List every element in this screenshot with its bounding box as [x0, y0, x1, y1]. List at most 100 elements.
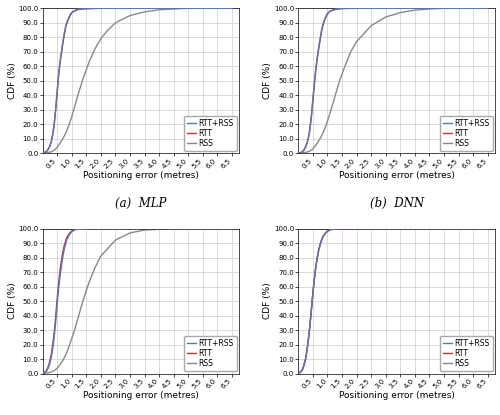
RTT+RSS [51, 122, 57, 127]
RTT [354, 226, 360, 231]
RTT+RSS [330, 227, 336, 232]
RTT+RSS [318, 238, 324, 243]
RTT [66, 232, 71, 237]
RTT+RSS [83, 226, 89, 231]
RTT [301, 362, 307, 367]
RSS [314, 255, 320, 260]
RSS [80, 76, 86, 81]
RTT [330, 7, 336, 12]
RSS [185, 226, 191, 231]
RTT+RSS [89, 6, 95, 11]
RSS [66, 123, 71, 128]
RTT+RSS [56, 73, 62, 78]
RSS [170, 7, 176, 12]
RTT+RSS [63, 241, 69, 246]
RTT [72, 227, 78, 232]
RTT+RSS [336, 6, 342, 11]
RSS [330, 227, 336, 232]
RTT+RSS [46, 365, 52, 370]
RTT [302, 356, 308, 361]
RSS [412, 226, 418, 231]
RTT+RSS [51, 335, 57, 340]
RSS [142, 10, 148, 15]
RTT [51, 330, 57, 335]
RTT [318, 29, 324, 34]
RTT+RSS [83, 6, 89, 11]
RSS [312, 265, 318, 270]
RTT+RSS [72, 8, 78, 13]
RTT+RSS [54, 90, 60, 95]
RSS [298, 151, 304, 156]
RTT [83, 6, 89, 11]
RSS [368, 23, 374, 28]
RTT [300, 367, 306, 372]
RTT [339, 226, 345, 231]
RTT+RSS [318, 27, 324, 32]
RTT+RSS [64, 236, 70, 241]
RSS [301, 362, 307, 367]
RTT [42, 149, 48, 154]
RSS [318, 238, 324, 243]
Line: RTT+RSS: RTT+RSS [42, 229, 232, 374]
RTT [98, 226, 104, 231]
RTT [46, 364, 52, 369]
RTT [78, 226, 84, 231]
RTT+RSS [296, 151, 302, 156]
RTT+RSS [41, 150, 47, 155]
RTT+RSS [74, 7, 80, 12]
RTT+RSS [312, 67, 318, 72]
RSS [156, 227, 162, 232]
RSS [308, 307, 314, 312]
RTT+RSS [74, 227, 80, 232]
RTT [74, 227, 80, 232]
RTT+RSS [80, 6, 86, 11]
RSS [382, 15, 388, 20]
RSS [304, 149, 310, 154]
RTT+RSS [67, 231, 73, 236]
RSS [316, 139, 322, 144]
RTT+RSS [306, 135, 312, 140]
RTT+RSS [66, 15, 71, 20]
RTT [62, 32, 68, 37]
RTT+RSS [316, 45, 322, 50]
RSS [298, 369, 304, 374]
RTT [310, 98, 316, 103]
RSS [40, 371, 46, 376]
RSS [68, 336, 74, 341]
RTT+RSS [63, 23, 69, 28]
RTT+RSS [324, 229, 330, 234]
X-axis label: Positioning error (metres): Positioning error (metres) [83, 171, 199, 180]
RSS [441, 6, 447, 11]
RSS [324, 119, 330, 124]
RTT+RSS [57, 274, 63, 279]
RSS [185, 6, 191, 11]
RTT+RSS [310, 291, 316, 296]
RTT [78, 7, 84, 12]
RTT [304, 348, 310, 353]
RTT [70, 9, 76, 14]
RTT [58, 51, 64, 56]
RTT+RSS [80, 226, 86, 231]
RSS [41, 371, 47, 376]
Line: RTT: RTT [298, 8, 488, 153]
RSS [112, 238, 118, 243]
RSS [354, 226, 360, 231]
RTT+RSS [317, 36, 323, 41]
RSS [104, 29, 110, 34]
RSS [317, 242, 323, 247]
RTT+RSS [89, 226, 95, 231]
RTT [308, 115, 314, 120]
RSS [98, 254, 104, 259]
RTT+RSS [307, 126, 313, 131]
RSS [348, 49, 354, 54]
RTT+RSS [323, 230, 329, 235]
RSS [57, 141, 63, 146]
RTT [345, 6, 351, 11]
RTT+RSS [302, 144, 308, 149]
RTT+RSS [42, 370, 48, 375]
RTT [312, 277, 318, 282]
RTT+RSS [62, 247, 68, 251]
RTT [50, 342, 56, 347]
RTT [58, 258, 64, 263]
Line: RTT+RSS: RTT+RSS [42, 8, 232, 153]
